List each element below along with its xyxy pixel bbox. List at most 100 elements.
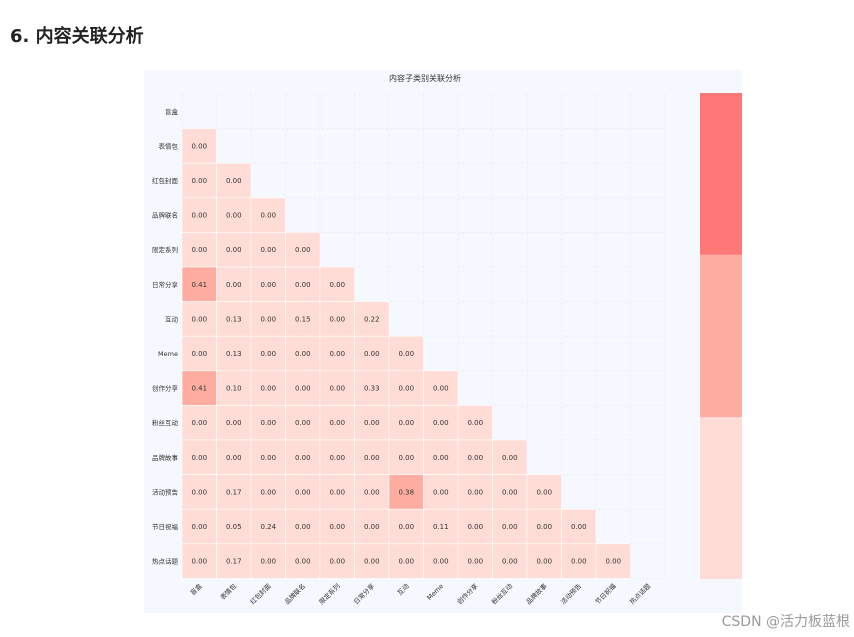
x-tick-label: 日常分享 [351, 581, 376, 606]
cell-value-label: 0.00 [433, 385, 449, 393]
cell-value-label: 0.00 [502, 488, 518, 496]
heatmap-cell [388, 543, 424, 579]
cell-value-label: 0.00 [295, 419, 311, 427]
cell-value-label: 0.00 [295, 350, 311, 358]
x-tick-label: 活动预告 [558, 581, 583, 606]
heatmap-cell [388, 439, 424, 475]
cell-value-label: 0.00 [433, 488, 449, 496]
heatmap-cell [285, 232, 321, 268]
heatmap-cell [216, 335, 252, 372]
cell-value-label: 0.00 [260, 281, 276, 289]
cell-value-label: 0.00 [398, 350, 414, 358]
x-tick-label: Meme [425, 582, 445, 602]
cell-value-label: 0.00 [467, 558, 483, 566]
y-tick-label: 限定系列 [152, 245, 178, 254]
cell-value-label: 0.00 [191, 142, 207, 150]
cell-value-label: 0.13 [226, 350, 242, 358]
heatmap-cell [216, 301, 252, 337]
heatmap-cell [250, 439, 286, 475]
cell-value-label: 0.00 [226, 177, 242, 185]
heatmap-cell [216, 266, 252, 302]
y-tick-label: Meme [158, 350, 178, 358]
cell-value-label: 0.00 [295, 454, 311, 462]
cell-value-label: 0.11 [433, 523, 449, 531]
cell-value-label: 0.00 [605, 558, 621, 566]
cell-value-label: 0.00 [398, 454, 414, 462]
heatmap-cell [319, 405, 355, 441]
y-tick-label: 活动预告 [152, 487, 179, 496]
heatmap-cell [319, 266, 355, 302]
heatmap-cell [181, 197, 217, 233]
cell-value-label: 0.41 [191, 281, 207, 289]
cell-value-label: 0.00 [260, 246, 276, 254]
cell-value-label: 0.00 [260, 419, 276, 427]
heatmap-cell [526, 508, 562, 545]
cell-value-label: 0.00 [502, 558, 518, 566]
x-tick-label: 盲盒 [188, 581, 204, 597]
heatmap-cell [526, 474, 562, 510]
cell-value-label: 0.00 [226, 281, 242, 289]
section-heading: 6. 内容关联分析 [10, 26, 144, 47]
heatmap-cell [526, 543, 562, 579]
y-tick-label: 红包封面 [152, 176, 179, 185]
cell-value-label: 0.00 [433, 558, 449, 566]
heatmap-cell [216, 543, 252, 579]
heatmap-cell [181, 266, 217, 302]
x-tick-label: 创作分享 [455, 581, 480, 606]
cell-value-label: 0.00 [191, 246, 207, 254]
cell-value-label: 0.00 [260, 488, 276, 496]
cell-value-label: 0.00 [364, 350, 380, 358]
heatmap-cell [250, 266, 286, 302]
heatmap-cell [285, 370, 321, 406]
heatmap-cell [250, 405, 286, 441]
y-tick-label: 表情包 [159, 141, 179, 150]
heatmap-cell [319, 474, 355, 510]
cell-value-label: 0.15 [295, 315, 311, 323]
y-tick-label: 创作分享 [152, 384, 179, 393]
cell-value-label: 0.00 [191, 212, 207, 220]
cell-value-label: 0.17 [226, 558, 242, 566]
cell-value-label: 0.00 [467, 523, 483, 531]
cell-value-label: 0.00 [364, 488, 380, 496]
heatmap-cell [354, 508, 390, 545]
heatmap-cell [181, 405, 217, 441]
heatmap-cell [250, 301, 286, 337]
chart-title: 内容子类别关联分析 [389, 73, 461, 83]
cell-value-label: 0.00 [329, 558, 345, 566]
heatmap-cell [216, 474, 252, 510]
heatmap-cell [216, 232, 252, 268]
heatmap-cell [388, 405, 424, 441]
cell-value-label: 0.00 [364, 558, 380, 566]
cell-value-label: 0.38 [398, 488, 414, 496]
heatmap-cell [250, 474, 286, 510]
cell-value-label: 0.00 [502, 523, 518, 531]
cell-value-label: 0.00 [260, 212, 276, 220]
cell-value-label: 0.00 [295, 558, 311, 566]
heatmap-cell [216, 508, 252, 545]
cell-value-label: 0.00 [329, 523, 345, 531]
heatmap-cell [216, 405, 252, 441]
cell-value-label: 0.00 [329, 350, 345, 358]
cell-value-label: 0.00 [191, 419, 207, 427]
heatmap-svg: 内容子类别关联分析 0.000.00 0.000.00 0.00 0.000.00 0.… [152, 73, 742, 606]
cell-value-label: 0.00 [364, 454, 380, 462]
cell-value-label: 0.00 [467, 419, 483, 427]
heatmap-cells: 0.00 0.00 0.00 0.00 0.00 0.00 0.00 0.00 0.00 0.00… [181, 128, 631, 579]
heatmap-cell [457, 508, 493, 545]
cell-value-label: 0.00 [191, 350, 207, 358]
heatmap-cell [285, 301, 321, 337]
cell-value-label: 0.00 [536, 488, 552, 496]
heatmap-cell [354, 301, 390, 337]
cell-value-label: 0.00 [433, 454, 449, 462]
cell-value-label: 0.00 [571, 558, 587, 566]
x-tick-label: 红包封面 [248, 581, 273, 606]
heatmap-cell [423, 439, 459, 475]
cell-value-label: 0.00 [191, 315, 207, 323]
heatmap-cell [423, 474, 459, 510]
cell-value-label: 0.00 [226, 454, 242, 462]
cell-value-label: 0.00 [329, 454, 345, 462]
cell-value-label: 0.10 [226, 385, 242, 393]
heatmap-cell [388, 474, 424, 510]
cell-value-label: 0.00 [226, 212, 242, 220]
